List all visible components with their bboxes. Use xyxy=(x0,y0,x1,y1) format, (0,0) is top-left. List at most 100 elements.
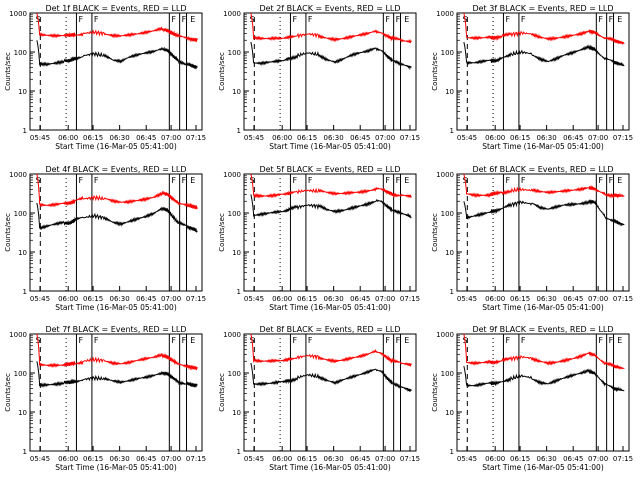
y-axis-label: Counts/sec xyxy=(431,52,439,91)
y-tick-label: 1 xyxy=(450,288,454,296)
flag-label: E xyxy=(190,176,195,185)
x-tick-label: 06:45 xyxy=(563,134,583,142)
detector-panel-1: Det 1f BLACK = Events, RED = LLD 1 10 100 10… xyxy=(4,4,206,151)
x-tick-label: 05:45 xyxy=(30,295,50,303)
y-axis-label: Counts/sec xyxy=(4,213,12,252)
flag-label: F xyxy=(171,15,176,24)
flag-label: F xyxy=(78,336,83,345)
flag-label: F xyxy=(308,15,313,24)
lld-series-line xyxy=(463,173,625,199)
x-axis-label: Start Time (16-Mar-05 05:41:00) xyxy=(482,303,604,312)
x-axis-label: Start Time (16-Mar-05 05:41:00) xyxy=(269,463,391,472)
x-tick-label: 06:45 xyxy=(350,134,370,142)
x-tick-label: 06:30 xyxy=(324,134,344,142)
x-tick-label: 07:00 xyxy=(588,295,608,303)
x-tick-label: 06:00 xyxy=(485,455,505,463)
flag-label: E xyxy=(404,15,409,24)
x-tick-label: 06:00 xyxy=(272,295,292,303)
flag-label: E xyxy=(404,176,409,185)
flag-label: F xyxy=(182,336,187,345)
flag-label: F xyxy=(171,336,176,345)
x-tick-label: 06:15 xyxy=(83,295,103,303)
lld-series-line xyxy=(36,173,198,210)
x-tick-label: 06:30 xyxy=(537,295,557,303)
flag-label: F xyxy=(609,15,614,24)
x-tick-label: 05:45 xyxy=(244,295,264,303)
y-tick-label: 1 xyxy=(237,288,241,296)
events-series-line xyxy=(250,194,412,219)
y-tick-label: 1000 xyxy=(223,171,241,179)
x-tick-label: 07:00 xyxy=(161,455,181,463)
x-tick-label: 06:30 xyxy=(110,295,130,303)
panel-title: Det 5f BLACK = Events, RED = LLD xyxy=(259,165,400,174)
events-series-line xyxy=(463,199,625,227)
flag-label: F xyxy=(505,15,510,24)
flag-label: F xyxy=(385,336,390,345)
flag-label: F xyxy=(292,336,297,345)
y-axis-label: Counts/sec xyxy=(218,373,226,412)
flag-label: F xyxy=(396,15,401,24)
flag-label: F xyxy=(385,15,390,24)
panel-title: Det 8f BLACK = Events, RED = LLD xyxy=(259,325,400,334)
x-axis-label: Start Time (16-Mar-05 05:41:00) xyxy=(55,303,177,312)
lld-series-line xyxy=(463,12,625,46)
x-tick-label: 06:15 xyxy=(297,134,317,142)
x-tick-label: 07:00 xyxy=(588,134,608,142)
events-series-line xyxy=(463,366,625,393)
y-tick-label: 10 xyxy=(232,249,241,257)
plot-frame xyxy=(243,173,417,292)
x-tick-label: 07:00 xyxy=(375,455,395,463)
plot-frame xyxy=(29,12,203,131)
flag-label: F xyxy=(598,176,603,185)
x-tick-label: 06:45 xyxy=(350,455,370,463)
y-tick-label: 1000 xyxy=(9,10,27,18)
y-tick-label: 100 xyxy=(228,210,241,218)
events-series-line xyxy=(36,40,198,70)
flag-label: F xyxy=(598,15,603,24)
y-tick-label: 1 xyxy=(450,127,454,135)
y-tick-label: 10 xyxy=(445,409,454,417)
y-tick-label: 10 xyxy=(18,249,27,257)
lld-series-line xyxy=(250,12,412,44)
flag-label: E xyxy=(617,15,622,24)
y-tick-label: 10 xyxy=(445,88,454,96)
detector-panel-3: Det 3f BLACK = Events, RED = LLD 1 10 100 10… xyxy=(431,4,633,151)
flag-label: F xyxy=(385,176,390,185)
flag-label: E xyxy=(404,336,409,345)
flag-label: F xyxy=(94,336,99,345)
y-tick-label: 1000 xyxy=(223,10,241,18)
x-tick-label: 05:45 xyxy=(457,295,477,303)
flag-label: F xyxy=(505,176,510,185)
x-tick-label: 06:30 xyxy=(324,455,344,463)
x-tick-label: 07:00 xyxy=(161,134,181,142)
panel-title: Det 9f BLACK = Events, RED = LLD xyxy=(472,325,613,334)
y-tick-label: 100 xyxy=(228,49,241,57)
flag-label: E xyxy=(190,336,195,345)
x-tick-label: 06:45 xyxy=(136,455,156,463)
events-series-line xyxy=(463,41,625,67)
detector-panel-5: Det 5f BLACK = Events, RED = LLD 1 10 100 10… xyxy=(218,165,420,312)
y-tick-label: 1 xyxy=(23,288,27,296)
panel-title: Det 6f BLACK = Events, RED = LLD xyxy=(472,165,613,174)
y-tick-label: 100 xyxy=(228,370,241,378)
x-tick-label: 06:00 xyxy=(485,134,505,142)
x-tick-label: 06:00 xyxy=(485,295,505,303)
plot-frame xyxy=(243,333,417,452)
x-tick-label: 06:45 xyxy=(136,295,156,303)
plot-frame xyxy=(456,173,630,292)
lld-series-line xyxy=(36,12,198,43)
flag-label: F xyxy=(78,176,83,185)
y-axis-label: Counts/sec xyxy=(431,213,439,252)
panel-title: Det 2f BLACK = Events, RED = LLD xyxy=(259,4,400,13)
x-tick-label: 07:00 xyxy=(161,295,181,303)
flag-label: F xyxy=(182,176,187,185)
detector-panel-8: Det 8f BLACK = Events, RED = LLD 1 10 100 10… xyxy=(218,325,420,472)
y-tick-label: 10 xyxy=(232,88,241,96)
flag-label: E xyxy=(617,336,622,345)
x-axis-label: Start Time (16-Mar-05 05:41:00) xyxy=(482,463,604,472)
flag-label: F xyxy=(94,176,99,185)
x-tick-label: 07:15 xyxy=(613,455,633,463)
flag-label: F xyxy=(521,336,526,345)
y-tick-label: 100 xyxy=(14,210,27,218)
